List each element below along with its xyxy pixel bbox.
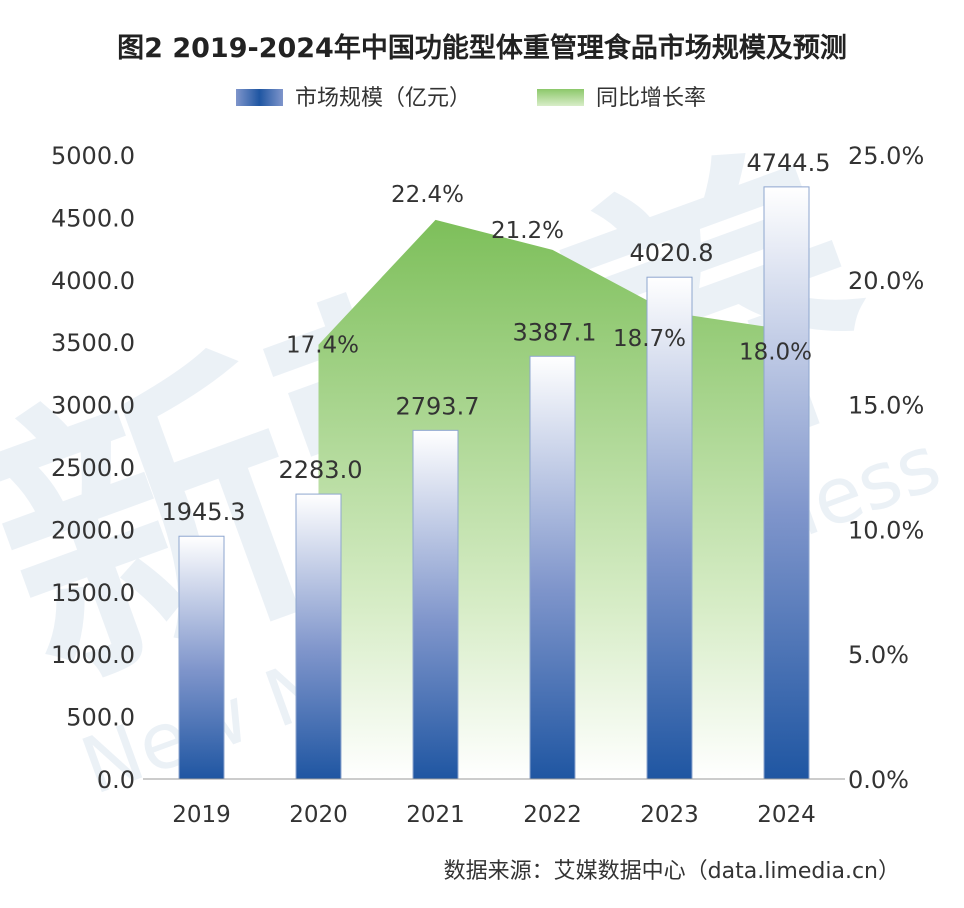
x-tick-2023: 2023: [640, 802, 699, 828]
bar-value-label-2020: 2283.0: [279, 456, 363, 484]
bar-value-label-2024: 4744.5: [747, 149, 831, 177]
rate-value-label-2023: 18.7%: [613, 326, 686, 352]
y-left-tick: 4500.0: [51, 204, 135, 232]
x-tick-2019: 2019: [172, 802, 231, 828]
bar-2020: [295, 493, 342, 780]
axes: 0.0 500.0 1000.0 1500.0 2000.0 2500.0 3000.0 35…: [51, 142, 924, 828]
x-tick-2024: 2024: [757, 802, 816, 828]
rate-value-label-2022: 21.2%: [491, 218, 564, 244]
legend: 市场规模（亿元） 同比增长率: [236, 86, 706, 111]
y-left-tick: 2000.0: [51, 516, 135, 544]
bar-2022: [529, 355, 576, 780]
y-left-tick: 2500.0: [51, 454, 135, 482]
bar-value-label-2019: 1945.3: [162, 498, 246, 526]
rate-value-label-2024: 18.0%: [739, 340, 812, 366]
legend-label-market-size: 市场规模（亿元）: [295, 86, 471, 111]
y-right-tick: 10.0%: [848, 516, 924, 544]
bar-2024: [763, 186, 810, 780]
bars: [178, 186, 810, 780]
bar-2021: [412, 429, 459, 780]
y-left-tick: 5000.0: [51, 142, 135, 170]
y-left-tick: 500.0: [66, 704, 135, 732]
bar-2023: [646, 276, 693, 780]
legend-label-growth-rate: 同比增长率: [596, 86, 706, 111]
legend-swatch-growth-rate: [537, 89, 584, 106]
y-right-tick: 20.0%: [848, 267, 924, 295]
y-right-tick: 0.0%: [848, 766, 909, 794]
x-tick-2022: 2022: [523, 802, 582, 828]
legend-swatch-market-size: [236, 89, 283, 106]
y-right-tick: 15.0%: [848, 392, 924, 420]
y-left-tick: 1500.0: [51, 579, 135, 607]
chart-title: 图2 2019-2024年中国功能型体重管理食品市场规模及预测: [117, 32, 847, 64]
bar-value-label-2023: 4020.8: [630, 239, 714, 267]
x-tick-2020: 2020: [289, 802, 348, 828]
x-tick-2021: 2021: [406, 802, 465, 828]
y-left-tick: 4000.0: [51, 267, 135, 295]
source-note: 数据来源：艾媒数据中心（data.limedia.cn）: [444, 859, 900, 884]
y-right-tick: 25.0%: [848, 142, 924, 170]
y-left-tick: 0.0: [97, 766, 135, 794]
y-left-tick: 1000.0: [51, 641, 135, 669]
data-labels: 1945.3 2283.0 2793.7 3387.1 4020.8 4744.5 17.4…: [162, 149, 831, 526]
bar-2019: [178, 535, 225, 780]
y-left-tick: 3000.0: [51, 392, 135, 420]
y-left-tick: 3500.0: [51, 329, 135, 357]
rate-value-label-2020: 17.4%: [286, 333, 359, 359]
y-right-tick: 5.0%: [848, 641, 909, 669]
bar-value-label-2022: 3387.1: [513, 318, 597, 346]
rate-value-label-2021: 22.4%: [391, 182, 464, 208]
bar-value-label-2021: 2793.7: [396, 392, 480, 420]
